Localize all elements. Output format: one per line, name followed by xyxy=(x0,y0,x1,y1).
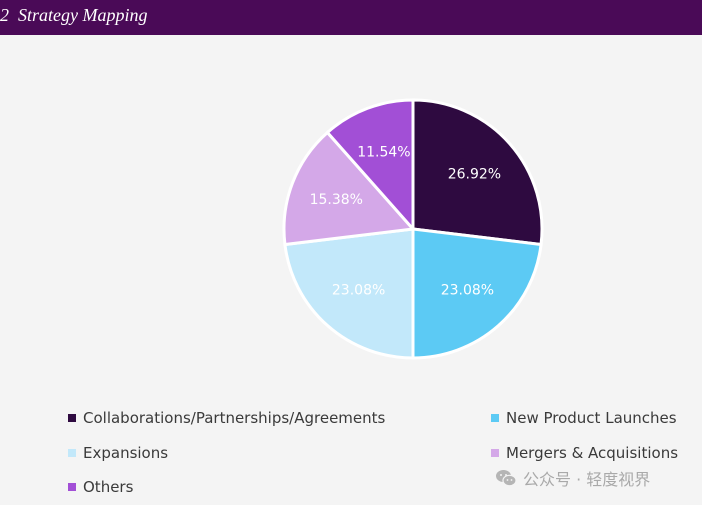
legend-label: Expansions xyxy=(83,444,169,462)
legend-label: Collaborations/Partnerships/Agreements xyxy=(83,409,386,427)
pie-slice-1 xyxy=(411,227,543,360)
pie-slice-labels: 26.92% 23.08% 23.08% 15.38% 11.54% xyxy=(310,144,501,298)
legend-item-new-product-launches: New Product Launches xyxy=(491,409,677,427)
watermark-text: 公众号 · 轻度视界 xyxy=(523,470,651,489)
pie-slice-label-1: 23.08% xyxy=(441,282,494,298)
wechat-icon xyxy=(496,470,517,487)
pie-slice-2 xyxy=(283,227,415,360)
pie-slice-3 xyxy=(282,130,417,247)
legend-item-others: Others xyxy=(68,478,133,496)
legend-label: Mergers & Acquisitions xyxy=(506,444,679,462)
pie-slice-0 xyxy=(411,98,544,247)
pie-slices xyxy=(282,98,544,360)
pie-slice-label-2: 23.08% xyxy=(332,282,385,298)
legend-label: New Product Launches xyxy=(506,409,677,427)
pie-slice-label-3: 15.38% xyxy=(310,192,363,208)
legend-swatch xyxy=(491,449,499,457)
legend-swatch xyxy=(491,414,499,422)
legend-swatch xyxy=(68,414,76,422)
legend-label: Others xyxy=(83,478,134,496)
legend-item-mergers-acquisitions: Mergers & Acquisitions xyxy=(491,444,678,462)
pie-slice-4 xyxy=(325,98,415,233)
pie-slice-label-4: 11.54% xyxy=(357,144,410,160)
pie-slice-label-0: 26.92% xyxy=(448,167,501,183)
watermark: 公众号 · 轻度视界 xyxy=(495,466,650,490)
section-title: 2 Strategy Mapping xyxy=(0,5,148,25)
legend-item-collaborations: Collaborations/Partnerships/Agreements xyxy=(68,409,385,427)
legend-swatch xyxy=(68,449,76,457)
legend-item-expansions: Expansions xyxy=(68,444,168,462)
pie-chart: 26.92% 23.08% 23.08% 15.38% 11.54% xyxy=(282,98,544,360)
header-bar: 2 Strategy Mapping xyxy=(0,0,702,35)
legend-swatch xyxy=(68,483,76,491)
